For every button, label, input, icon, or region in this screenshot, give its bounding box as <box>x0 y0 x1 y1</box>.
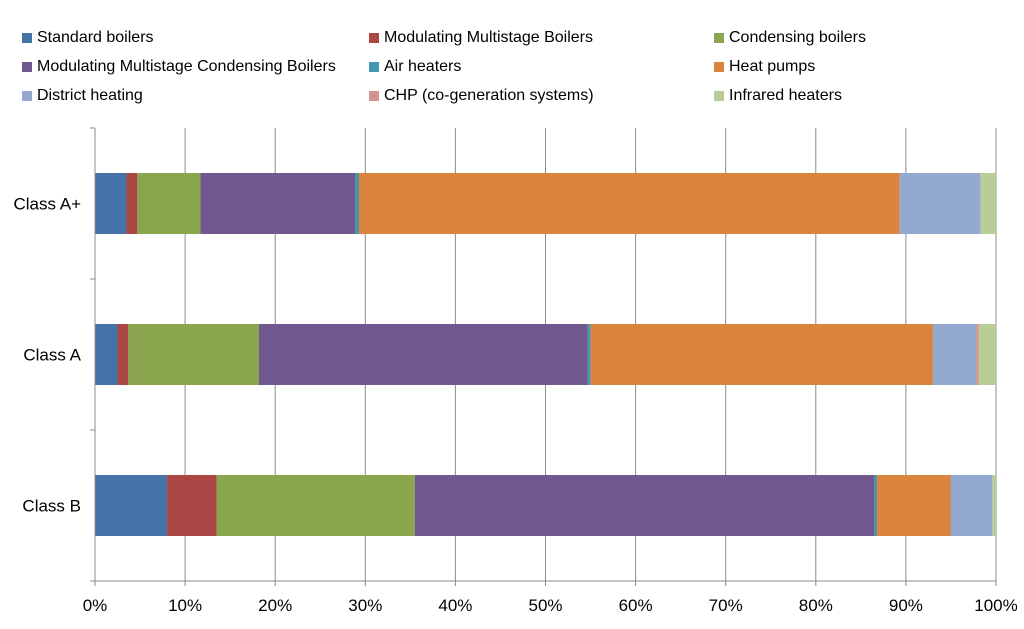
bar-class-b-infrared-heaters <box>992 475 996 536</box>
bar-class-a-infrared-heaters <box>980 173 996 234</box>
x-tick-label: 100% <box>974 596 1017 615</box>
chart-axes <box>90 127 997 586</box>
bar-class-a-condensing-boilers <box>128 324 259 385</box>
legend-item-heat-pumps: Heat pumps <box>714 56 815 78</box>
category-label: Class A <box>23 346 81 365</box>
legend-label: District heating <box>37 87 143 104</box>
legend-swatch <box>714 33 724 43</box>
legend-label: Heat pumps <box>729 58 816 75</box>
bar-class-a-district-heating <box>899 173 981 234</box>
x-tick-label: 70% <box>709 596 743 615</box>
chart-bars <box>95 173 996 536</box>
bar-class-a-air-heaters <box>587 324 591 385</box>
chart-legend: Standard boilers Modulating Multistage Bo… <box>0 0 1024 120</box>
bar-class-b-modulating-multistage-condensing-boilers <box>414 475 875 536</box>
x-tick-label: 20% <box>258 596 292 615</box>
legend-item-modulating-multistage-condensing-boilers: Modulating Multistage Condensing Boilers <box>22 56 336 78</box>
x-tick-label: 0% <box>83 596 108 615</box>
legend-swatch <box>369 62 379 72</box>
legend-label: CHP (co-generation systems) <box>384 87 594 104</box>
legend-swatch <box>714 91 724 101</box>
legend-item-district-heating: District heating <box>22 85 143 107</box>
bar-class-a-modulating-multistage-boilers <box>117 324 129 385</box>
bar-class-b-standard-boilers <box>95 475 168 536</box>
bar-class-a-heat-pumps <box>590 324 933 385</box>
legend-item-air-heaters: Air heaters <box>369 56 461 78</box>
legend-item-standard-boilers: Standard boilers <box>22 27 154 49</box>
bar-class-a-standard-boilers <box>95 173 127 234</box>
legend-swatch <box>714 62 724 72</box>
legend-label: Infrared heaters <box>729 87 842 104</box>
x-tick-label: 60% <box>619 596 653 615</box>
legend-label: Modulating Multistage Boilers <box>384 29 593 46</box>
bar-class-a-heat-pumps <box>358 173 900 234</box>
legend-swatch <box>369 91 379 101</box>
legend-item-modulating-multistage-boilers: Modulating Multistage Boilers <box>369 27 593 49</box>
bar-class-a-condensing-boilers <box>137 173 201 234</box>
legend-swatch <box>22 91 32 101</box>
bar-class-a-modulating-multistage-boilers <box>126 173 138 234</box>
bar-class-a-infrared-heaters <box>978 324 996 385</box>
legend-label: Standard boilers <box>37 29 154 46</box>
x-tick-label: 90% <box>889 596 923 615</box>
bar-class-a-modulating-multistage-condensing-boilers <box>200 173 356 234</box>
bar-class-b-heat-pumps <box>877 475 951 536</box>
bar-class-a-district-heating <box>932 324 977 385</box>
chart-labels: 0% 10% 20% 30% 40% 50% 60% 70% 80% 90% 100% Class A… <box>13 195 1017 616</box>
x-tick-label: 30% <box>348 596 382 615</box>
bar-class-b-condensing-boilers <box>216 475 415 536</box>
legend-swatch <box>22 33 32 43</box>
legend-label: Condensing boilers <box>729 29 866 46</box>
legend-swatch <box>22 62 32 72</box>
legend-swatch <box>369 33 379 43</box>
x-tick-label: 40% <box>438 596 472 615</box>
x-tick-label: 50% <box>528 596 562 615</box>
bar-class-a-chp-co-generation-systems <box>976 324 979 385</box>
bar-class-a-air-heaters <box>355 173 359 234</box>
category-label: Class B <box>22 497 81 516</box>
bar-class-a-modulating-multistage-condensing-boilers <box>258 324 588 385</box>
x-tick-label: 80% <box>799 596 833 615</box>
bar-class-b-air-heaters <box>874 475 878 536</box>
bar-class-b-district-heating <box>950 475 993 536</box>
legend-item-condensing-boilers: Condensing boilers <box>714 27 866 49</box>
legend-item-infrared-heaters: Infrared heaters <box>714 85 842 107</box>
legend-label: Modulating Multistage Condensing Boilers <box>37 58 336 75</box>
bar-class-a-standard-boilers <box>95 324 118 385</box>
category-label: Class A+ <box>13 195 81 214</box>
bar-class-b-modulating-multistage-boilers <box>167 475 217 536</box>
legend-item-chp-co-generation-systems: CHP (co-generation systems) <box>369 85 594 107</box>
legend-label: Air heaters <box>384 58 462 75</box>
x-tick-label: 10% <box>168 596 202 615</box>
